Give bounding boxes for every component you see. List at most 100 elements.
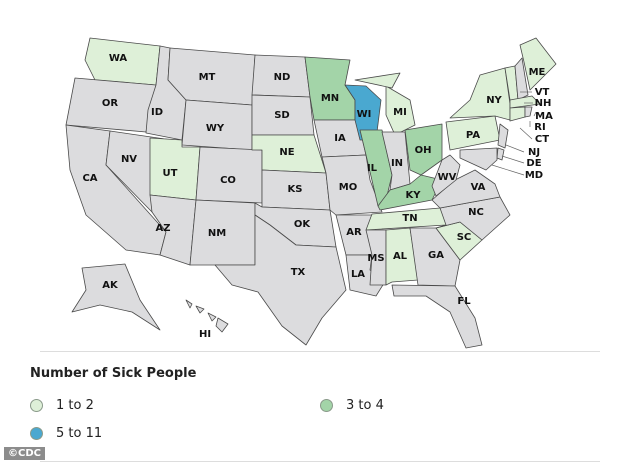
state-label-ky: KY: [406, 190, 422, 201]
legend-item-3-to-4: 3 to 4: [320, 398, 384, 413]
state-nj: [497, 123, 509, 149]
state-label-nh: NH: [535, 98, 552, 109]
state-shape: [215, 317, 229, 333]
state-label-tx: TX: [291, 267, 306, 278]
state-ny: [449, 67, 511, 121]
state-shape: [435, 196, 511, 241]
state-label-il: IL: [367, 163, 378, 174]
state-label-wi: WI: [357, 109, 372, 120]
state-label-in: IN: [391, 158, 403, 169]
state-label-nd: ND: [274, 72, 291, 83]
state-label-id: ID: [151, 107, 163, 118]
legend-swatch: [30, 427, 43, 440]
state-label-sc: SC: [457, 232, 472, 243]
state-shape: [496, 147, 505, 161]
state-label-oh: OH: [415, 145, 432, 156]
legend-swatch: [30, 399, 43, 412]
state-nc: [435, 196, 511, 241]
state-hi: [185, 299, 229, 333]
state-label-or: OR: [102, 98, 119, 109]
state-label-wa: WA: [109, 53, 128, 64]
state-label-hi: HI: [199, 329, 211, 340]
legend-item-1-to-2: 1 to 2: [30, 398, 94, 413]
state-ri: [524, 106, 533, 118]
state-label-ct: CT: [535, 134, 549, 145]
state-fl: [391, 284, 483, 349]
state-ma: [509, 95, 541, 109]
state-shape: [509, 95, 541, 109]
state-ct: [509, 106, 526, 122]
state-wv: [431, 154, 461, 197]
state-label-la: LA: [351, 269, 365, 280]
legend-title: Number of Sick People: [30, 366, 197, 381]
state-al: [385, 227, 419, 286]
state-label-ma: MA: [535, 111, 553, 122]
state-shape: [404, 123, 443, 176]
state-de: [496, 147, 505, 161]
state-label-me: ME: [529, 67, 546, 78]
state-shape: [365, 229, 387, 286]
leader-line: [491, 164, 525, 176]
state-label-mo: MO: [339, 182, 357, 193]
state-shape: [519, 37, 557, 91]
state-shape: [214, 214, 347, 346]
state-label-nm: NM: [208, 228, 226, 239]
state-label-sd: SD: [274, 110, 290, 121]
state-nh: [514, 57, 529, 101]
state-shape: [524, 106, 533, 118]
state-label-az: AZ: [156, 223, 171, 234]
state-shape: [385, 227, 419, 286]
state-ak: [71, 263, 161, 331]
legend-item-5-to-11: 5 to 11: [30, 426, 102, 441]
legend-label: 5 to 11: [56, 426, 103, 441]
state-tx: [214, 214, 347, 346]
credit: ©CDC: [4, 447, 45, 460]
state-label-ri: RI: [534, 122, 545, 133]
state-label-al: AL: [393, 251, 408, 262]
state-label-fl: FL: [457, 296, 471, 307]
state-label-ne: NE: [279, 147, 294, 158]
state-ga: [409, 227, 461, 287]
state-label-mn: MN: [321, 93, 339, 104]
leader-line: [505, 144, 525, 153]
state-label-co: CO: [220, 175, 236, 186]
state-label-nc: NC: [468, 207, 484, 218]
state-shape: [185, 299, 193, 309]
state-mi: [354, 72, 416, 136]
state-label-ia: IA: [334, 133, 346, 144]
state-label-de: DE: [526, 158, 541, 169]
state-shape: [207, 312, 217, 322]
state-label-mt: MT: [199, 72, 216, 83]
state-shape: [497, 123, 509, 149]
leader-line: [519, 127, 533, 140]
state-label-nj: NJ: [528, 147, 540, 158]
state-shape: [354, 72, 401, 89]
state-label-ak: AK: [102, 280, 119, 291]
state-shape: [391, 284, 483, 349]
state-label-pa: PA: [466, 130, 480, 141]
state-ms: [365, 229, 387, 286]
leader-line: [501, 155, 525, 164]
state-label-ut: UT: [163, 168, 178, 179]
state-label-ny: NY: [486, 95, 502, 106]
state-label-wv: WV: [438, 172, 457, 183]
state-ky: [377, 174, 443, 211]
state-label-tn: TN: [402, 213, 417, 224]
state-shape: [409, 227, 461, 287]
legend-swatch: [320, 399, 333, 412]
state-label-va: VA: [471, 182, 486, 193]
state-oh: [404, 123, 443, 176]
divider: [40, 351, 600, 352]
state-label-vt: VT: [535, 87, 550, 98]
state-shape: [449, 67, 511, 121]
legend-label: 1 to 2: [56, 398, 94, 413]
divider: [40, 461, 600, 462]
state-shape: [514, 57, 529, 101]
state-shape: [195, 305, 205, 314]
state-shape: [71, 263, 161, 331]
leader-line: [533, 111, 537, 117]
state-label-ar: AR: [346, 227, 362, 238]
state-me: [519, 37, 557, 91]
state-shape: [431, 154, 461, 197]
legend-label: 3 to 4: [346, 398, 384, 413]
